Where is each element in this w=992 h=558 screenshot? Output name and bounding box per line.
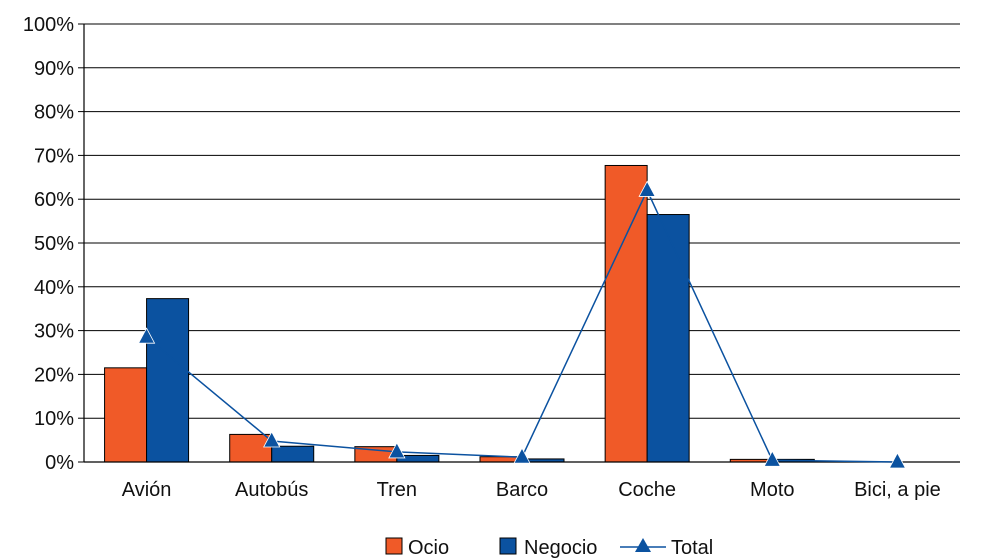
x-tick-label: Tren [377, 479, 417, 501]
y-axis-tick-labels: 0% 10% 20% 30% 40% 50% 60% 70% 80% 90% 100% [23, 14, 74, 474]
x-tick-label: Coche [618, 479, 676, 501]
x-axis-tick-labels: Avión Autobús Tren Barco Coche Moto Bici, a pi… [122, 479, 941, 501]
bar-negocio-1 [271, 445, 315, 463]
point-total-4 [638, 180, 656, 197]
y-tick-label: 40% [34, 277, 74, 299]
legend-label-total: Total [671, 537, 713, 558]
legend-marker-total [635, 538, 651, 552]
point-total-3 [513, 447, 531, 464]
x-tick-label: Moto [750, 479, 794, 501]
y-tick-label: 0% [45, 452, 74, 474]
bar-negocio-4 [646, 214, 690, 463]
legend: Ocio Negocio Total [385, 537, 713, 558]
bar-ocio-1 [229, 433, 273, 463]
y-tick-label: 10% [34, 408, 74, 430]
point-total-6 [888, 452, 907, 469]
legend-swatch-ocio [385, 537, 403, 555]
bar-ocio-4 [604, 164, 648, 463]
y-tick-label: 30% [34, 321, 74, 343]
y-tick-label: 50% [34, 233, 74, 255]
point-total-1 [263, 431, 281, 448]
x-tick-label: Barco [496, 479, 548, 501]
total-line-series [137, 180, 907, 469]
legend-swatch-negocio [499, 537, 517, 555]
y-tick-label: 80% [34, 102, 74, 124]
line-total [146, 188, 898, 463]
x-tick-label: Avión [122, 479, 172, 501]
point-total-5 [763, 450, 781, 467]
point-total-2 [388, 442, 406, 459]
y-tick-label: 20% [34, 364, 74, 386]
bar-ocio-0 [104, 367, 148, 463]
x-tick-label: Autobús [235, 479, 308, 501]
y-tick-label: 70% [34, 145, 74, 167]
x-tick-label: Bici, a pie [854, 479, 941, 501]
y-tick-label: 60% [34, 189, 74, 211]
legend-label-negocio: Negocio [524, 537, 597, 558]
y-tick-label: 100% [23, 14, 74, 36]
bars [104, 164, 815, 463]
legend-label-ocio: Ocio [408, 537, 449, 558]
bar-negocio-0 [146, 298, 190, 463]
gridlines [78, 23, 960, 463]
point-total-0 [137, 327, 156, 344]
y-tick-label: 90% [34, 58, 74, 80]
